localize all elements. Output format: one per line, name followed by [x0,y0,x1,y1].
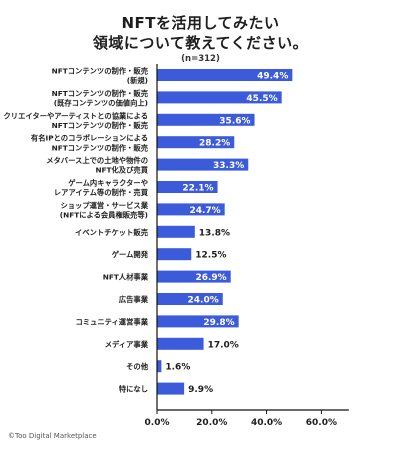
bar [157,360,162,373]
category-label: ゲーム開発 [112,250,149,259]
category-label: メタバース上での土地や物件の NFT化及び売買 [46,156,148,175]
category-label: ショップ運営・サービス業(NFTによる会員権販売等) [60,201,149,220]
value-label: 1.6% [165,363,190,373]
category-label: イベントチケット販売 [75,228,149,237]
value-label: 24.7% [189,206,220,216]
bar [157,382,185,395]
bar [157,225,195,238]
category-label: ゲーム内キャラクターやレアアイテム等の制作・売買 [54,179,149,198]
value-label: 17.0% [208,340,239,350]
category-label: その他 [126,362,149,371]
bar [157,158,249,171]
bar [157,113,255,126]
bar [157,136,235,149]
value-label: 35.6% [219,116,250,126]
bar [157,181,218,193]
bar [157,337,204,350]
sample-size-note: (n=312) [181,54,220,64]
category-label: メディア事業 [105,340,149,349]
category-label: 広告事業 [119,295,149,304]
bar [157,270,231,283]
bar [157,91,282,104]
value-label: 9.9% [188,385,213,395]
bar [157,69,293,81]
category-label: 有名IPとのコラボレーションによる NFTコンテンツの制作・販売 [31,134,149,153]
x-tick-label: 60.0% [306,418,337,428]
bar [157,315,239,328]
value-label: 33.3% [213,161,244,171]
category-label: NFT人材事業 [103,273,149,282]
chart-title-line-1: NFTを活用してみたい [121,14,280,32]
x-tick-label: 0.0% [145,418,170,428]
value-label: 28.2% [199,139,230,149]
value-label: 22.1% [182,184,213,194]
category-label: クリエイターやアーティストとの協業による NFTコンテンツの制作・販売 [4,111,149,130]
value-label: 24.0% [188,296,219,306]
bar [157,248,192,261]
value-label: 29.8% [203,318,234,328]
value-label: 12.5% [195,251,226,261]
category-label: コミュニティ運営事業 [75,317,148,326]
value-label: 26.9% [195,273,226,283]
copyright-footer: ©Too Digital Marketplace [8,432,97,440]
bar [157,203,225,216]
category-label: NFTコンテンツの制作・販売(既存コンテンツの価値向上) [52,89,149,108]
category-label: NFTコンテンツの制作・販売(新規) [52,67,149,86]
x-tick-label: 40.0% [251,418,282,428]
category-label: 特になし [119,385,148,394]
value-label: 13.8% [199,228,230,238]
x-tick-label: 20.0% [196,418,227,428]
chart-title-line-2: 領域について教えてください。 [92,34,309,52]
value-label: 45.5% [246,94,277,104]
bar [157,293,223,305]
value-label: 49.4% [257,72,288,82]
